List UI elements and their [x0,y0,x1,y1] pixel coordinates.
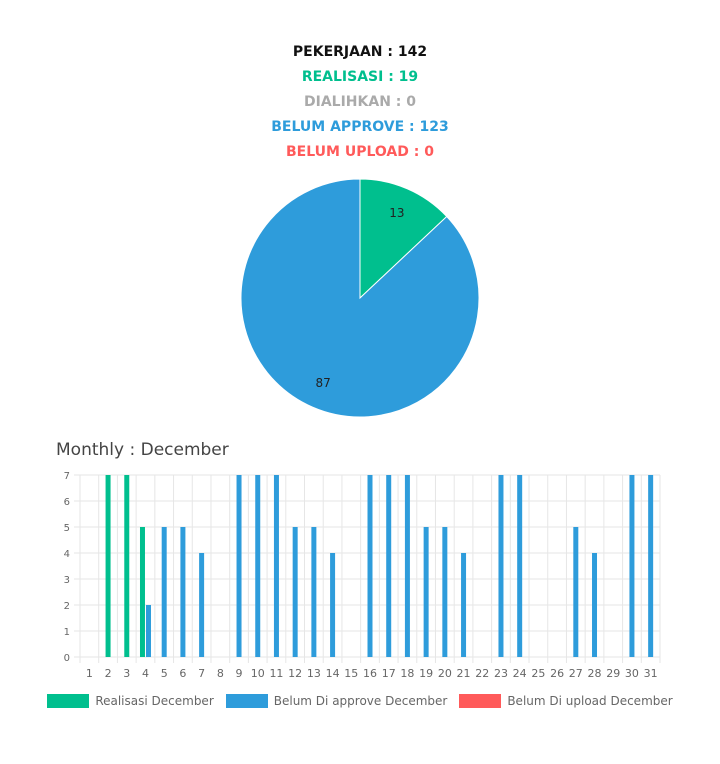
legend-item-2[interactable]: Belum Di upload December [459,694,673,708]
summary-panel: PEKERJAAN : 142 REALISASI : 19 DIALIHKAN… [0,40,720,165]
x-tick-label: 2 [105,667,112,680]
y-tick-label: 6 [64,497,70,508]
x-tick-label: 5 [161,667,168,680]
y-tick-label: 0 [64,653,70,664]
pekerjaan-total: PEKERJAAN : 142 [292,44,428,60]
bar-belum-approve-day-30 [629,475,635,657]
y-tick-label: 5 [64,523,70,534]
dialihkan-total: DIALIHKAN : 0 [304,94,416,110]
y-tick-label: 4 [64,549,70,560]
bar-belum-approve-day-14 [330,553,336,657]
x-tick-label: 25 [531,667,545,680]
bar-belum-approve-day-10 [255,475,261,657]
y-tick-label: 3 [64,575,70,586]
x-tick-label: 6 [179,667,186,680]
x-tick-label: 21 [457,667,471,680]
x-tick-label: 11 [269,667,283,680]
x-tick-label: 13 [307,667,321,680]
bar-belum-approve-day-17 [386,475,392,657]
x-tick-label: 30 [625,667,639,680]
bar-belum-approve-day-12 [292,527,298,657]
bar-belum-approve-day-21 [461,553,467,657]
bar-realisasi-day-2 [105,475,111,657]
x-tick-label: 22 [475,667,489,680]
x-tick-label: 19 [419,667,433,680]
x-tick-label: 14 [326,667,340,680]
chart-legend: Realisasi December Belum Di approve Decem… [0,694,720,708]
belum-upload-total: BELUM UPLOAD : 0 [286,144,434,160]
pie-chart: 13 87 [240,178,480,418]
x-tick-label: 12 [288,667,302,680]
x-tick-label: 3 [123,667,130,680]
bar-belum-approve-day-31 [648,475,654,657]
bar-belum-approve-day-9 [236,475,242,657]
legend-label: Belum Di approve December [273,694,448,708]
legend-label: Realisasi December [95,694,214,708]
x-tick-label: 18 [400,667,414,680]
bar-belum-approve-day-5 [161,527,167,657]
monthly-title: Monthly : December [56,440,229,460]
x-tick-label: 10 [251,667,265,680]
bar-belum-approve-day-27 [573,527,579,657]
x-tick-label: 1 [86,667,93,680]
x-tick-label: 26 [550,667,564,680]
x-tick-label: 4 [142,667,149,680]
bar-belum-approve-day-4 [145,605,151,657]
x-tick-label: 17 [382,667,396,680]
bar-belum-approve-day-7 [199,553,205,657]
belum-approve-total: BELUM APPROVE : 123 [271,119,449,135]
x-tick-label: 24 [513,667,527,680]
bar-belum-approve-day-16 [367,475,373,657]
legend-item-1[interactable]: Belum Di approve December [225,694,448,708]
legend-item-0[interactable]: Realisasi December [47,694,214,708]
pie-slice-label-0: 13 [389,206,404,220]
x-tick-label: 9 [236,667,243,680]
bar-belum-approve-day-11 [273,475,279,657]
y-tick-label: 7 [64,471,70,482]
x-tick-label: 27 [569,667,583,680]
pie-slice-0 [359,178,448,300]
x-tick-label: 23 [494,667,508,680]
pie-slice-1 [240,178,480,418]
x-tick-label: 16 [363,667,377,680]
bar-belum-approve-day-13 [311,527,317,657]
x-tick-label: 15 [344,667,358,680]
x-tick-label: 29 [606,667,620,680]
bar-belum-approve-day-6 [180,527,186,657]
bar-belum-approve-day-23 [498,475,504,657]
y-tick-label: 2 [64,601,70,612]
x-tick-label: 31 [644,667,658,680]
bar-belum-approve-day-28 [592,553,598,657]
bar-belum-approve-day-19 [423,527,429,657]
legend-swatch [225,694,268,708]
bar-belum-approve-day-18 [404,475,410,657]
realisasi-total: REALISASI : 19 [301,69,419,85]
legend-label: Belum Di upload December [507,694,673,708]
x-tick-label: 8 [217,667,224,680]
legend-swatch [47,694,90,708]
y-tick-label: 1 [64,627,70,638]
pie-slice-label-1: 87 [315,376,330,390]
bar-realisasi-day-4 [139,527,145,657]
bar-belum-approve-day-20 [442,527,448,657]
legend-swatch [459,694,502,708]
x-tick-label: 28 [588,667,602,680]
bar-realisasi-day-3 [124,475,130,657]
x-tick-label: 20 [438,667,452,680]
bar-belum-approve-day-24 [517,475,523,657]
x-tick-label: 7 [198,667,205,680]
